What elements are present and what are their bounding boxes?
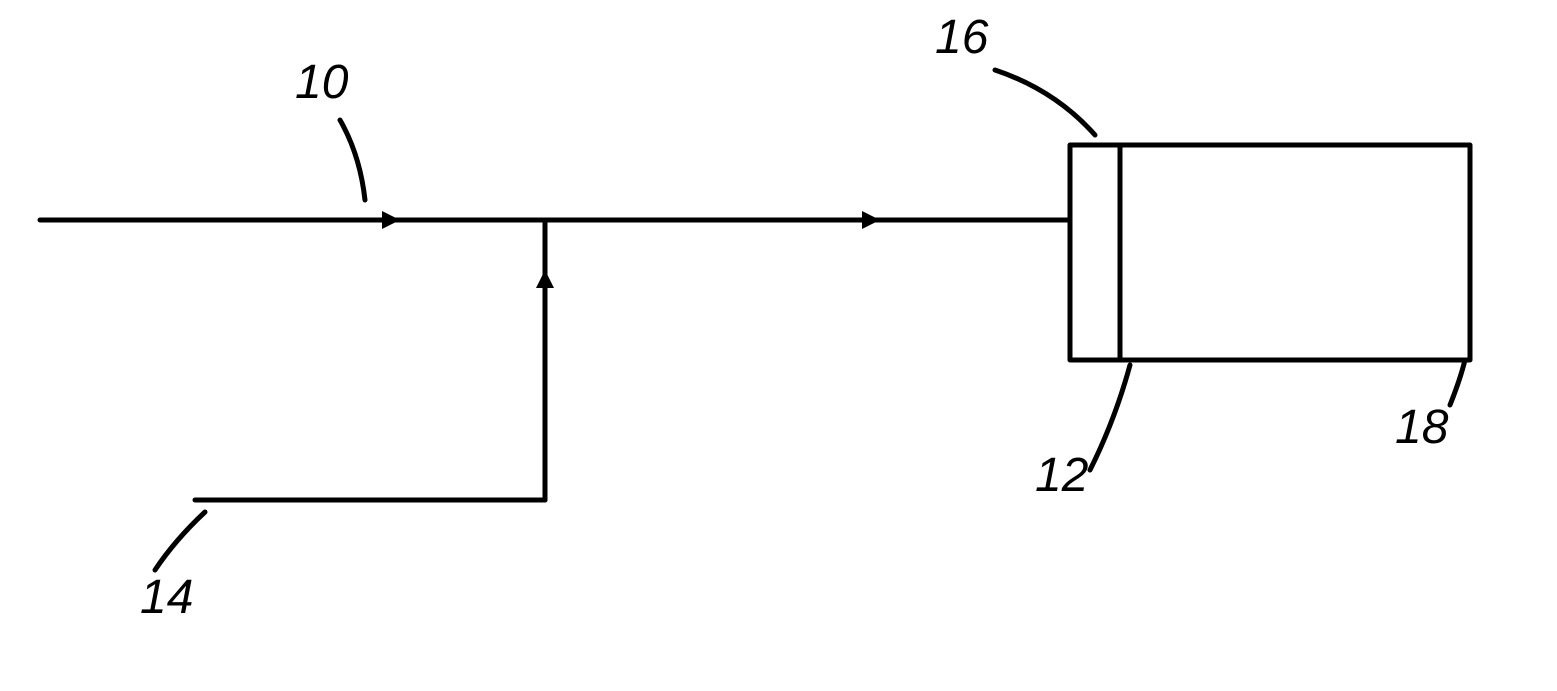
callout-18 bbox=[1450, 360, 1465, 405]
arrowhead-right-880-220 bbox=[862, 211, 880, 229]
callout-10 bbox=[340, 120, 365, 200]
callout-16 bbox=[995, 70, 1095, 135]
label-10: 10 bbox=[295, 55, 348, 110]
arrowhead-right-400-220 bbox=[382, 211, 400, 229]
label-12: 12 bbox=[1035, 448, 1088, 503]
label-16: 16 bbox=[935, 10, 988, 65]
callout-12 bbox=[1090, 365, 1130, 470]
label-14: 14 bbox=[140, 570, 193, 625]
label-18: 18 bbox=[1395, 400, 1448, 455]
arrowhead-up-545-270 bbox=[536, 270, 554, 288]
reactor-box bbox=[1070, 145, 1470, 360]
callout-14 bbox=[155, 512, 205, 570]
